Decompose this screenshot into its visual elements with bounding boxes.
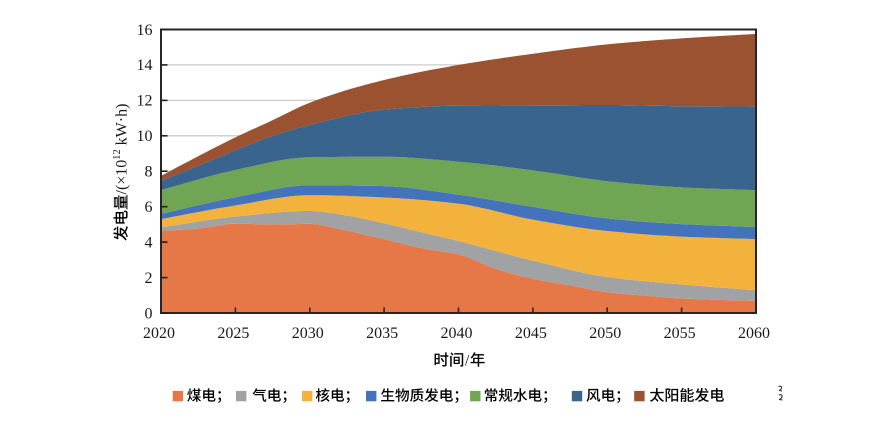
svg-text:2045: 2045 xyxy=(515,325,547,342)
svg-text:2055: 2055 xyxy=(664,325,696,342)
svg-text:2050: 2050 xyxy=(589,325,621,342)
svg-text:2035: 2035 xyxy=(366,325,398,342)
svg-text:2040: 2040 xyxy=(441,325,473,342)
svg-text:14: 14 xyxy=(137,57,153,74)
svg-text:2: 2 xyxy=(145,270,153,287)
svg-text:0: 0 xyxy=(145,305,153,322)
svg-text:2025: 2025 xyxy=(217,325,249,342)
svg-text:2020: 2020 xyxy=(143,325,175,342)
svg-text:8: 8 xyxy=(145,164,153,181)
svg-text:6: 6 xyxy=(145,199,153,216)
svg-text:10: 10 xyxy=(137,128,153,145)
svg-text:/: / xyxy=(465,352,470,369)
svg-text:2030: 2030 xyxy=(292,325,324,342)
svg-text:/(×1012 kW·h): /(×1012 kW·h) xyxy=(112,104,131,195)
svg-text:16: 16 xyxy=(137,22,153,39)
svg-text:12: 12 xyxy=(137,93,153,110)
svg-text:2060: 2060 xyxy=(738,325,770,342)
svg-text:4: 4 xyxy=(145,234,153,251)
